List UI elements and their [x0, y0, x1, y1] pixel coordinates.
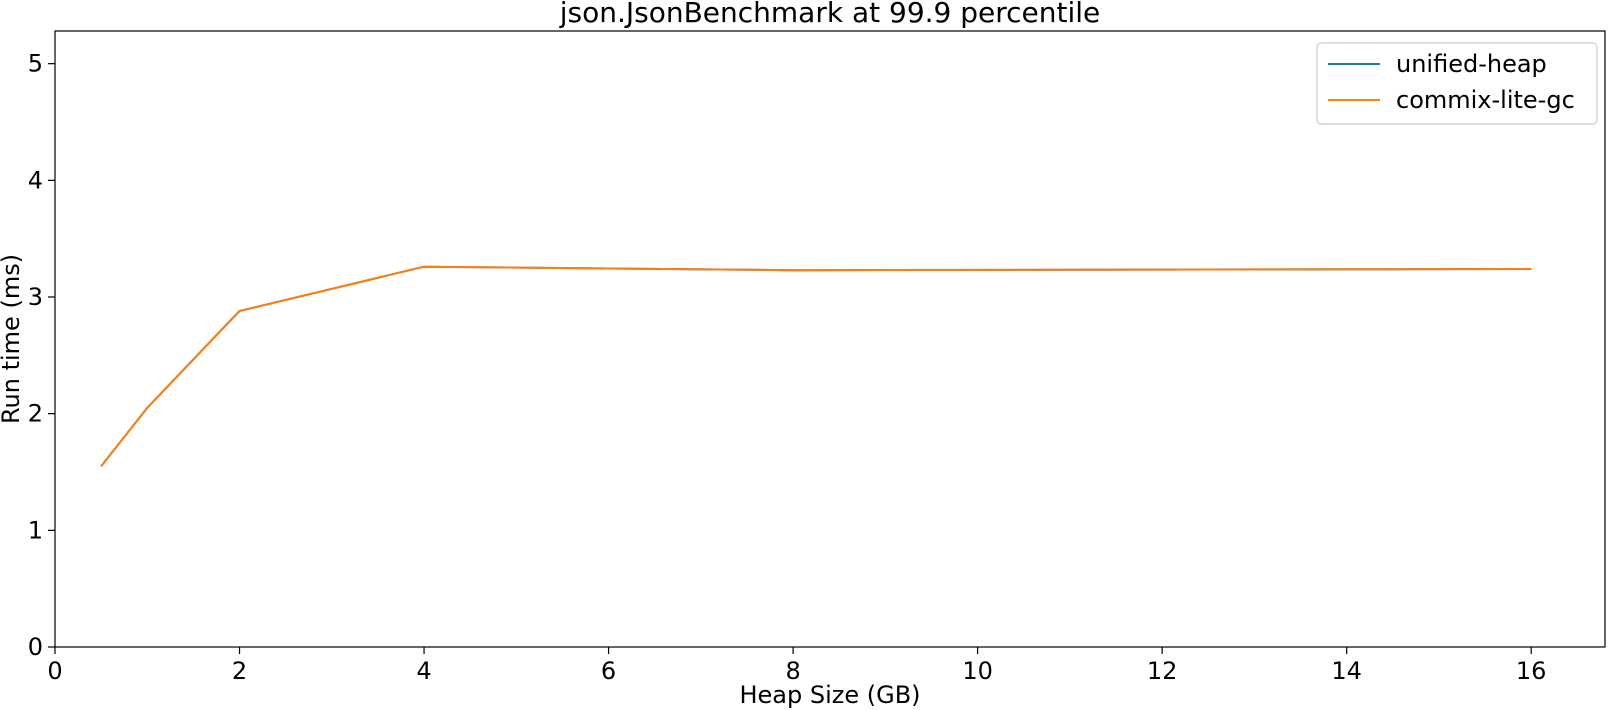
x-tick-label: 12	[1147, 657, 1178, 685]
legend: unified-heap commix-lite-gc	[1316, 42, 1598, 125]
legend-box	[1316, 42, 1598, 125]
y-tick-label: 3	[28, 283, 43, 311]
x-axis-label: Heap Size (GB)	[739, 681, 920, 709]
x-tick-label: 0	[47, 657, 62, 685]
y-tick-label: 5	[28, 50, 43, 78]
x-tick-label: 16	[1516, 657, 1547, 685]
x-tick-label: 8	[785, 657, 800, 685]
y-tick-label: 0	[28, 633, 43, 661]
y-tick-label: 1	[28, 516, 43, 544]
x-tick-label: 4	[416, 657, 431, 685]
legend-label-unified-heap: unified-heap	[1396, 50, 1547, 78]
x-tick-label: 14	[1331, 657, 1362, 685]
plot-frame	[54, 30, 1606, 648]
y-axis: 0 1 2 3 4 5	[28, 50, 55, 661]
y-axis-label: Run time (ms)	[0, 254, 25, 424]
legend-label-commix-lite-gc: commix-lite-gc	[1396, 86, 1575, 114]
x-tick-label: 10	[962, 657, 993, 685]
series-layer	[100, 265, 1532, 467]
y-tick-label: 4	[28, 166, 43, 194]
plot-background	[55, 31, 1605, 647]
series-line-commix-lite-gc	[100, 265, 1532, 467]
x-tick-label: 2	[232, 657, 247, 685]
y-tick-label: 2	[28, 400, 43, 428]
x-tick-label: 6	[601, 657, 616, 685]
chart-title: json.JsonBenchmark at 99.9 percentile	[559, 0, 1101, 29]
x-axis: 0 2 4 6 8 10 12 14 16	[47, 647, 1546, 685]
